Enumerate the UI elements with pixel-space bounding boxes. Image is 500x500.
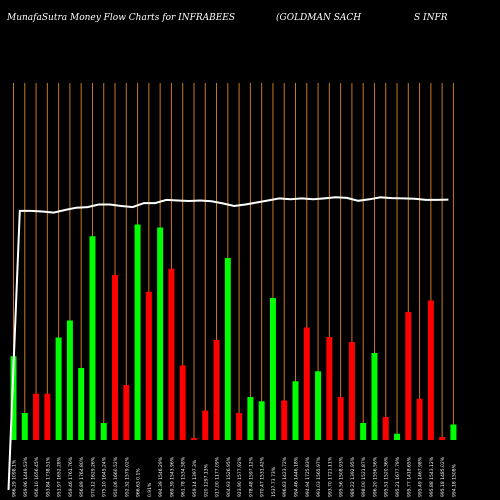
bar [450,424,457,440]
company-name-right: S INFR [414,13,448,23]
bar [258,401,265,440]
bar [89,236,96,440]
bar-label: 989.22 1392.95% [350,456,356,497]
bar-label: 956.89 1764.80% [79,456,85,497]
bar [371,353,378,440]
bar [100,423,107,440]
bar [303,327,310,440]
bar [439,437,446,440]
bar [190,438,197,440]
bar-label: 995.21 1677.79% [395,456,401,497]
bar-label: 0.91% [147,482,153,497]
bar-label: 993.70 1721.11% [327,456,333,497]
bar-label: 995.88 1543.12% [429,456,435,497]
bar [394,433,401,440]
bar [168,268,175,440]
bar [326,337,333,440]
bar-label: 966.29 1098.1% [12,459,18,497]
chart-header: MunafaSutra Money Flow Charts for INFRAB… [0,0,500,40]
bar [33,393,40,440]
bar [157,227,164,440]
chart-title: MunafaSutra Money Flow Charts for INFRAB… [7,13,236,23]
bar [179,365,186,440]
bar-label: 959.14 1397.3% [192,459,198,497]
bar-label: 966.63 0.1% [136,468,142,497]
bar [337,397,344,440]
bar-label: 917.00 1177.09% [215,456,221,497]
bar [236,413,243,440]
bar [360,423,367,440]
bar-label: 952.32 1579.02% [124,456,130,497]
bar-label: 969.39 1543.96% [169,456,175,497]
bar [44,393,51,440]
bar-label: 970.12 1629.26% [90,456,96,497]
bar [202,410,209,440]
bar-label: 956.10 1656.45% [34,456,40,497]
bar [382,417,389,440]
bar-label: 950.06 1660.52% [113,456,119,497]
bar-label: 920 1297.13% [203,463,209,497]
bar-label: 994.39 1546.29% [158,456,164,497]
bar-label: 995.56 1508.93% [339,456,345,497]
bar [427,300,434,440]
bar [292,381,299,440]
bar [247,397,254,440]
bar-label: 961.78 1534.58% [181,456,187,497]
bar [134,224,141,440]
bar-label: 995.77 1418.65% [406,456,412,497]
bar-label: 996.20 1556.56% [372,456,378,497]
bar [55,337,62,440]
bar-label: 904.93 1526.95% [226,456,232,497]
bar [112,275,119,440]
bar [66,320,73,440]
bar-label: 923.90 1577.92% [237,456,243,497]
bar-label: 975.10 1645.24% [102,456,108,497]
bar [78,368,85,440]
bar-label: 994.94 1725.83% [305,456,311,497]
bar-label: 998.00 1521.87% [361,456,367,497]
bar [281,400,288,440]
bar-label: 996.83 1423.72% [282,456,288,497]
bar-label: 995.49 1467.98% [418,456,424,497]
bar [269,298,276,440]
bar-label: 994.18 1508% [451,463,457,497]
bar-label: 953.84 1738.51% [45,456,51,497]
bar [416,398,423,440]
bar [145,291,152,440]
bar-label: 994.46 1446.18% [294,456,300,497]
bar [315,371,322,440]
bar [123,385,130,440]
bar-label: 978.48 1597.12% [248,456,254,497]
bar [213,340,220,440]
bar [405,312,412,440]
bar-label: 995.18 1485.02% [440,456,446,497]
bar-label: 991.03 1565.97% [316,456,322,497]
bar [10,356,17,440]
bar-label: 970.47 1531.42% [260,456,266,497]
bar-label: 1537.73 73% [271,466,277,497]
bar-label: 951.97 1652.28% [57,456,63,497]
line-series [7,196,449,491]
bar [348,342,355,440]
bar [21,413,28,440]
bar-label: 959.96 1449.53% [23,456,29,497]
bar [224,258,231,440]
company-name-left: (GOLDMAN SACH [276,13,362,23]
bar-label: 995.51 1520.36% [384,456,390,497]
bar-label: 959.46 1761.76% [68,456,74,497]
